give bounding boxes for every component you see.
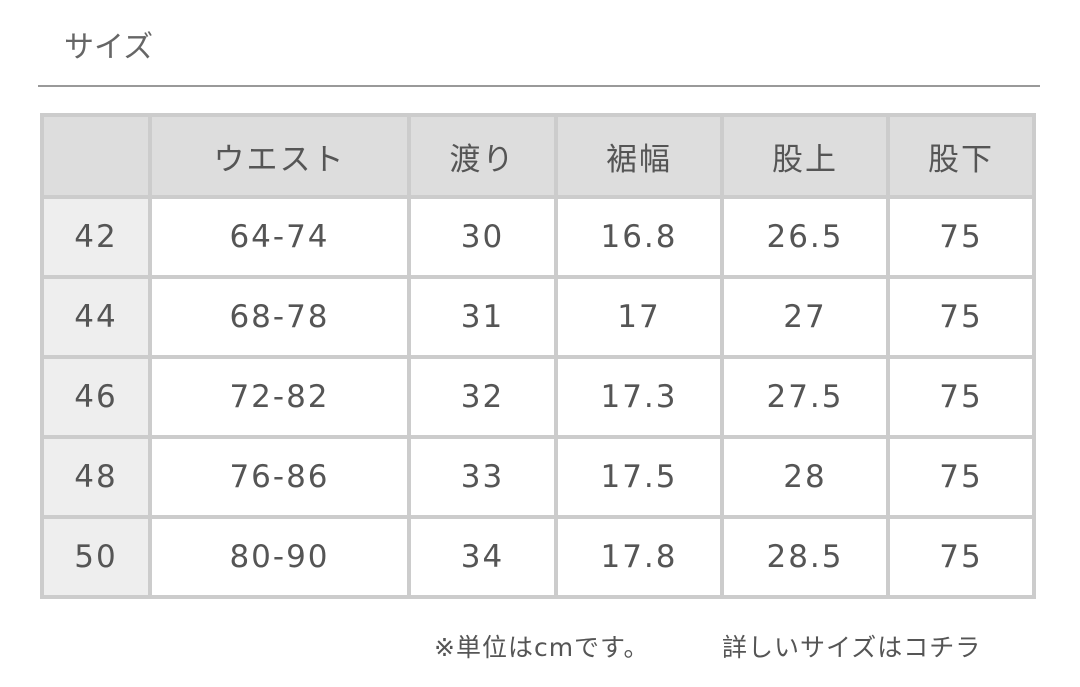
- table-row: 44 68-78 31 17 27 75: [40, 275, 1036, 359]
- table-header-row: ウエスト 渡り 裾幅 股上 股下: [40, 113, 1036, 199]
- table-cell: 27.5: [720, 355, 890, 439]
- table-cell: 75: [886, 275, 1036, 359]
- corner-cell: [40, 113, 152, 199]
- size-table: ウエスト 渡り 裾幅 股上 股下 42 64-74 30 16.8 26.5 75 44 68-78 31…: [40, 113, 1036, 599]
- section-title: サイズ: [64, 30, 154, 65]
- column-header: 裾幅: [554, 113, 724, 199]
- table-row: 48 76-86 33 17.5 28 75: [40, 435, 1036, 519]
- table-cell: 64-74: [148, 195, 411, 279]
- table-cell: 17.5: [554, 435, 724, 519]
- table-cell: 17.3: [554, 355, 724, 439]
- table-cell: 30: [407, 195, 558, 279]
- table-cell: 75: [886, 515, 1036, 599]
- table-cell: 72-82: [148, 355, 411, 439]
- table-row: 42 64-74 30 16.8 26.5 75: [40, 195, 1036, 279]
- table-cell: 75: [886, 195, 1036, 279]
- table-cell: 33: [407, 435, 558, 519]
- table-cell: 17.8: [554, 515, 724, 599]
- table-cell: 76-86: [148, 435, 411, 519]
- table-cell: 28: [720, 435, 890, 519]
- table-cell: 34: [407, 515, 558, 599]
- size-label: 50: [40, 515, 152, 599]
- table-cell: 80-90: [148, 515, 411, 599]
- table-cell: 68-78: [148, 275, 411, 359]
- column-header: 股下: [886, 113, 1036, 199]
- unit-note: ※単位はcmです。: [434, 633, 650, 662]
- table-row: 50 80-90 34 17.8 28.5 75: [40, 515, 1036, 599]
- size-label: 42: [40, 195, 152, 279]
- title-divider: [38, 85, 1040, 87]
- table-cell: 26.5: [720, 195, 890, 279]
- table-cell: 16.8: [554, 195, 724, 279]
- column-header: ウエスト: [148, 113, 411, 199]
- table-cell: 27: [720, 275, 890, 359]
- size-label: 44: [40, 275, 152, 359]
- table-cell: 75: [886, 435, 1036, 519]
- size-label: 48: [40, 435, 152, 519]
- table-cell: 32: [407, 355, 558, 439]
- table-cell: 31: [407, 275, 558, 359]
- table-cell: 17: [554, 275, 724, 359]
- table-cell: 75: [886, 355, 1036, 439]
- table-cell: 28.5: [720, 515, 890, 599]
- column-header: 股上: [720, 113, 890, 199]
- column-header: 渡り: [407, 113, 558, 199]
- size-details-link[interactable]: 詳しいサイズはコチラ: [722, 633, 982, 662]
- table-row: 46 72-82 32 17.3 27.5 75: [40, 355, 1036, 439]
- size-label: 46: [40, 355, 152, 439]
